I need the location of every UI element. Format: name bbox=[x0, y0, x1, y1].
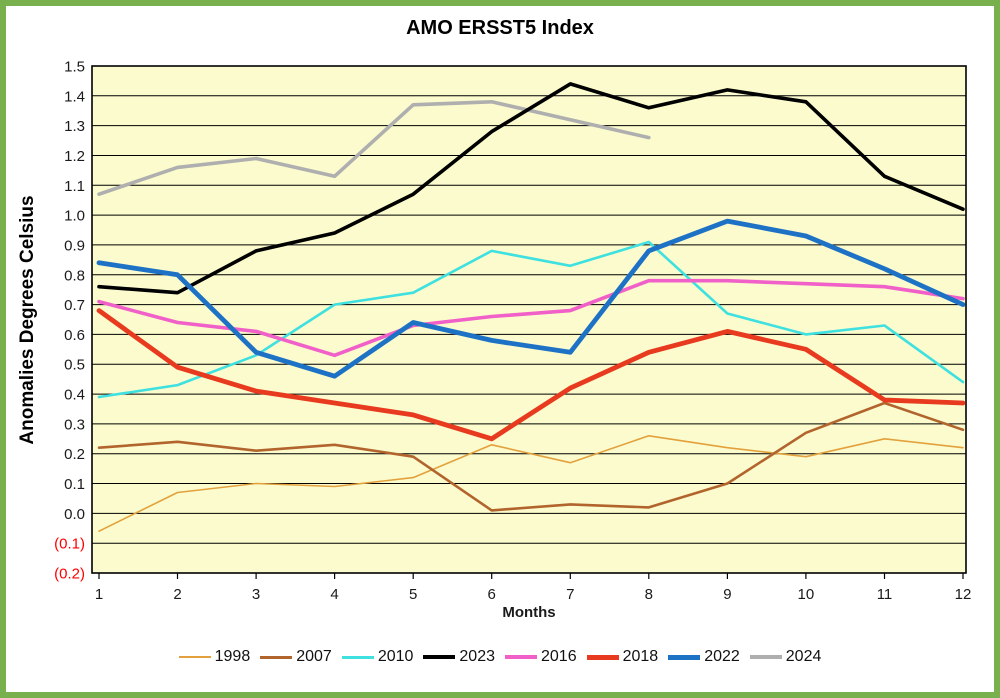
series-line-2024 bbox=[97, 100, 651, 196]
chart-title: AMO ERSST5 Index bbox=[406, 17, 594, 39]
legend-label: 2010 bbox=[377, 648, 414, 665]
legend-swatch-2023 bbox=[423, 655, 456, 659]
y-tick-label: 1.3 bbox=[64, 118, 85, 135]
y-tick-label: 0.0 bbox=[64, 506, 85, 523]
series-line-1998 bbox=[98, 434, 964, 533]
series-line-2010 bbox=[97, 240, 965, 399]
legend-label: 2007 bbox=[296, 648, 332, 665]
plot-border bbox=[91, 65, 967, 574]
series-line-2016 bbox=[97, 278, 965, 358]
legend-item-2023: 2023 bbox=[423, 648, 495, 666]
legend-label: 2018 bbox=[622, 648, 659, 665]
legend-label: 2023 bbox=[459, 648, 495, 665]
legend-swatch-2022 bbox=[668, 654, 701, 660]
series-line-2023 bbox=[97, 82, 965, 295]
legend-swatch-2016 bbox=[505, 655, 537, 659]
y-tick-label: 1.0 bbox=[64, 208, 85, 225]
y-tick-label: 0.5 bbox=[64, 357, 85, 374]
legend-swatch-2010 bbox=[341, 655, 374, 659]
legend-swatch-2018 bbox=[586, 654, 619, 660]
x-tick-label: 8 bbox=[645, 586, 653, 603]
y-tick-label: 0.9 bbox=[64, 237, 85, 254]
legend-item-2022: 2022 bbox=[668, 648, 740, 666]
legend-label: 2016 bbox=[541, 648, 577, 665]
y-tick-label: 1.4 bbox=[64, 88, 85, 105]
y-tick-label: 0.8 bbox=[64, 267, 85, 284]
x-axis-title: Months bbox=[502, 604, 556, 621]
x-tick-label: 9 bbox=[723, 586, 731, 603]
x-tick-label: 3 bbox=[252, 586, 260, 603]
y-tick-label: (0.1) bbox=[54, 536, 85, 553]
legend-item-2018: 2018 bbox=[586, 648, 659, 666]
y-tick-label: 0.3 bbox=[64, 416, 85, 433]
legend-swatch-1998 bbox=[178, 656, 211, 658]
series-line-2022 bbox=[96, 218, 966, 379]
x-tick-label: 12 bbox=[955, 586, 972, 603]
y-tick-labels: (0.2) (0.1) 0.0 0.1 0.2 0.3 0.4 0.5 0.6 0.7 0.8 0.9… bbox=[54, 59, 85, 583]
legend-item-2007: 2007 bbox=[260, 648, 332, 666]
x-ticks: 1 2 3 4 5 6 7 8 9 10 11 12 bbox=[95, 573, 972, 603]
y-tick-label: 0.7 bbox=[64, 297, 85, 314]
x-tick-label: 11 bbox=[877, 586, 893, 603]
x-tick-label: 10 bbox=[798, 586, 815, 603]
legend-swatch-2024 bbox=[749, 655, 782, 659]
y-tick-label: 0.1 bbox=[64, 476, 85, 493]
x-tick-label: 2 bbox=[173, 586, 181, 603]
legend-item-2010: 2010 bbox=[341, 648, 414, 666]
y-tick-label: 0.6 bbox=[64, 327, 85, 344]
legend-item-1998: 1998 bbox=[178, 648, 251, 666]
legend: 1998 2007 2010 2023 2016 2018 2022 2024 bbox=[0, 646, 1000, 668]
x-tick-label: 4 bbox=[330, 586, 338, 603]
y-tick-label: 1.2 bbox=[64, 148, 85, 165]
y-tick-label: 0.2 bbox=[64, 446, 85, 463]
plot-background bbox=[92, 66, 966, 573]
legend-label: 1998 bbox=[214, 648, 251, 665]
gridlines bbox=[92, 95, 966, 544]
x-tick-label: 6 bbox=[488, 586, 496, 603]
y-tick-label: (0.2) bbox=[54, 566, 85, 583]
x-tick-label: 5 bbox=[409, 586, 417, 603]
legend-item-2024: 2024 bbox=[749, 648, 822, 666]
legend-label: 2022 bbox=[704, 648, 740, 665]
x-tick-label: 7 bbox=[566, 586, 574, 603]
legend-swatch-2007 bbox=[260, 655, 293, 659]
legend-label: 2024 bbox=[785, 648, 822, 665]
y-tick-label: 1.5 bbox=[64, 59, 85, 76]
y-tick-label: 0.4 bbox=[64, 387, 85, 404]
series-line-2007 bbox=[97, 401, 965, 512]
series-line-2018 bbox=[96, 308, 966, 442]
x-tick-label: 1 bbox=[95, 586, 103, 603]
y-tick-label: 1.1 bbox=[64, 178, 85, 195]
legend-item-2016: 2016 bbox=[505, 648, 577, 666]
